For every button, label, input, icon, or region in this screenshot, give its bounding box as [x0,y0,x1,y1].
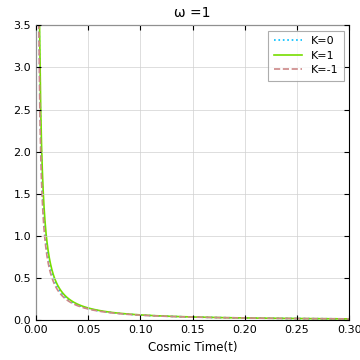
K=1 [246,316,251,320]
Line: K=0: K=0 [36,25,349,319]
K=0 [64,296,69,301]
Title: ω =1: ω =1 [174,6,211,20]
Legend: K=0, K=1, K=-1: K=0, K=1, K=-1 [268,31,344,81]
K=1 [64,295,69,299]
K=0 [37,23,41,27]
K=-1 [34,23,39,27]
K=-1 [94,309,99,313]
K=1 [347,317,351,321]
K=1 [312,316,316,321]
K=-1 [330,317,334,321]
K=0 [94,308,99,312]
K=0 [330,317,334,321]
K=0 [34,23,39,27]
K=-1 [347,317,351,321]
K=-1 [246,316,251,320]
K=1 [94,308,99,312]
K=0 [246,316,251,320]
K=1 [330,316,334,321]
Line: K=1: K=1 [36,25,349,319]
X-axis label: Cosmic Time(t): Cosmic Time(t) [148,341,237,354]
K=0 [347,317,351,321]
K=1 [34,23,39,27]
K=0 [312,316,316,321]
K=1 [37,23,41,27]
K=-1 [64,298,69,302]
Line: K=-1: K=-1 [36,25,349,319]
K=-1 [37,23,41,27]
K=-1 [312,316,316,321]
